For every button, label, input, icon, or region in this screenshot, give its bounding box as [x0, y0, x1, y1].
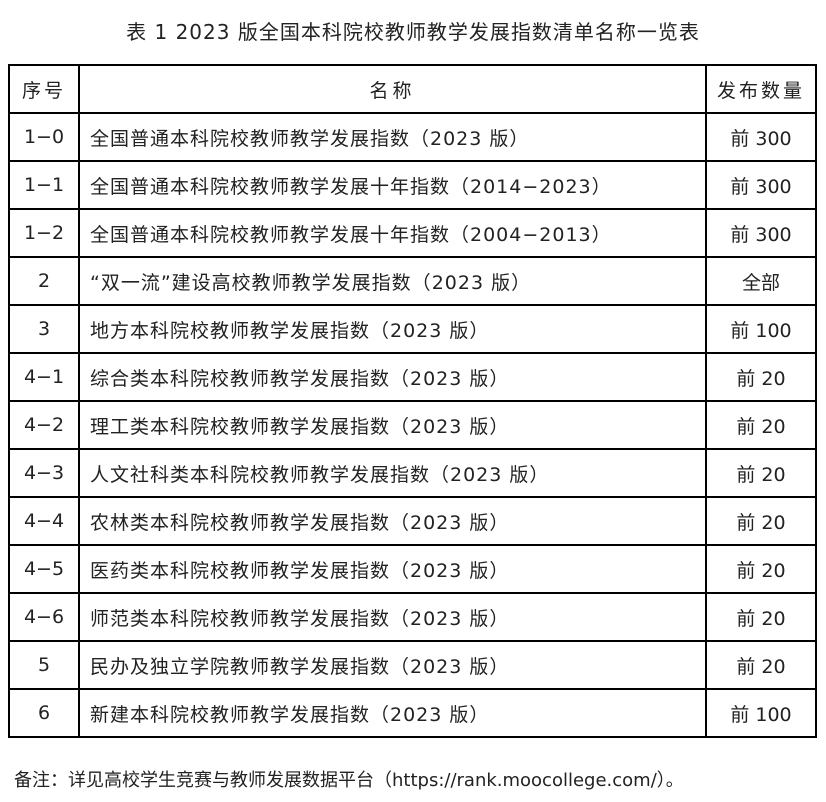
row-number: 5 [8, 640, 80, 690]
row-name: 人文社科类本科院校教师教学发展指数（2023 版） [78, 448, 707, 498]
row-name: 新建本科院校教师教学发展指数（2023 版） [78, 688, 707, 738]
table-header-row: 序号 名称 发布数量 [8, 64, 817, 114]
row-number: 3 [8, 304, 80, 354]
row-count: 前 100 [705, 304, 817, 354]
table-row: 1−2 全国普通本科院校教师教学发展十年指数（2004−2013）前 300 [8, 208, 817, 258]
index-list-table: 序号 名称 发布数量 1−0 全国普通本科院校教师教学发展指数（2023 版）前 … [8, 64, 817, 738]
row-name: “双一流”建设高校教师教学发展指数（2023 版） [78, 256, 707, 306]
row-name: 理工类本科院校教师教学发展指数（2023 版） [78, 400, 707, 450]
row-name: 全国普通本科院校教师教学发展指数（2023 版） [78, 112, 707, 162]
row-count: 前 300 [705, 160, 817, 210]
row-number: 2 [8, 256, 80, 306]
row-count: 前 300 [705, 208, 817, 258]
table-row: 3 地方本科院校教师教学发展指数（2023 版）前 100 [8, 304, 817, 354]
table-row: 4−4 农林类本科院校教师教学发展指数（2023 版）前 20 [8, 496, 817, 546]
row-number: 4−1 [8, 352, 80, 402]
table-row: 2 “双一流”建设高校教师教学发展指数（2023 版） 全部 [8, 256, 817, 306]
row-number: 1−1 [8, 160, 80, 210]
row-name: 民办及独立学院教师教学发展指数（2023 版） [78, 640, 707, 690]
table-row: 4−3 人文社科类本科院校教师教学发展指数（2023 版）前 20 [8, 448, 817, 498]
footnote: 备注：详见高校学生竞赛与教师发展数据平台（https://rank.moocol… [14, 770, 684, 791]
header-number: 序号 [8, 64, 80, 114]
row-number: 6 [8, 688, 80, 738]
row-count: 前 20 [705, 448, 817, 498]
table-row: 1−0 全国普通本科院校教师教学发展指数（2023 版）前 300 [8, 112, 817, 162]
row-number: 4−5 [8, 544, 80, 594]
table-row: 6 新建本科院校教师教学发展指数（2023 版）前 100 [8, 688, 817, 738]
row-count: 前 20 [705, 352, 817, 402]
table-row: 4−1 综合类本科院校教师教学发展指数（2023 版）前 20 [8, 352, 817, 402]
row-name: 医药类本科院校教师教学发展指数（2023 版） [78, 544, 707, 594]
row-number: 1−2 [8, 208, 80, 258]
row-name: 综合类本科院校教师教学发展指数（2023 版） [78, 352, 707, 402]
row-count: 前 300 [705, 112, 817, 162]
header-count: 发布数量 [705, 64, 817, 114]
table-title: 表 1 2023 版全国本科院校教师教学发展指数清单名称一览表 [126, 20, 700, 44]
row-name: 地方本科院校教师教学发展指数（2023 版） [78, 304, 707, 354]
row-number: 4−4 [8, 496, 80, 546]
table-row: 1−1 全国普通本科院校教师教学发展十年指数（2014−2023）前 300 [8, 160, 817, 210]
row-count: 前 20 [705, 640, 817, 690]
table-row: 4−5 医药类本科院校教师教学发展指数（2023 版）前 20 [8, 544, 817, 594]
row-name: 农林类本科院校教师教学发展指数（2023 版） [78, 496, 707, 546]
row-count: 前 100 [705, 688, 817, 738]
row-count: 前 20 [705, 400, 817, 450]
row-count: 全部 [705, 256, 817, 306]
row-name: 全国普通本科院校教师教学发展十年指数（2014−2023） [78, 160, 707, 210]
table-row: 5 民办及独立学院教师教学发展指数（2023 版）前 20 [8, 640, 817, 690]
row-count: 前 20 [705, 592, 817, 642]
row-name: 师范类本科院校教师教学发展指数（2023 版） [78, 592, 707, 642]
row-name: 全国普通本科院校教师教学发展十年指数（2004−2013） [78, 208, 707, 258]
row-number: 4−3 [8, 448, 80, 498]
table-row: 4−2 理工类本科院校教师教学发展指数（2023 版）前 20 [8, 400, 817, 450]
row-number: 4−2 [8, 400, 80, 450]
row-number: 1−0 [8, 112, 80, 162]
table-row: 4−6 师范类本科院校教师教学发展指数（2023 版）前 20 [8, 592, 817, 642]
row-count: 前 20 [705, 544, 817, 594]
header-name: 名称 [78, 64, 707, 114]
row-count: 前 20 [705, 496, 817, 546]
row-number: 4−6 [8, 592, 80, 642]
